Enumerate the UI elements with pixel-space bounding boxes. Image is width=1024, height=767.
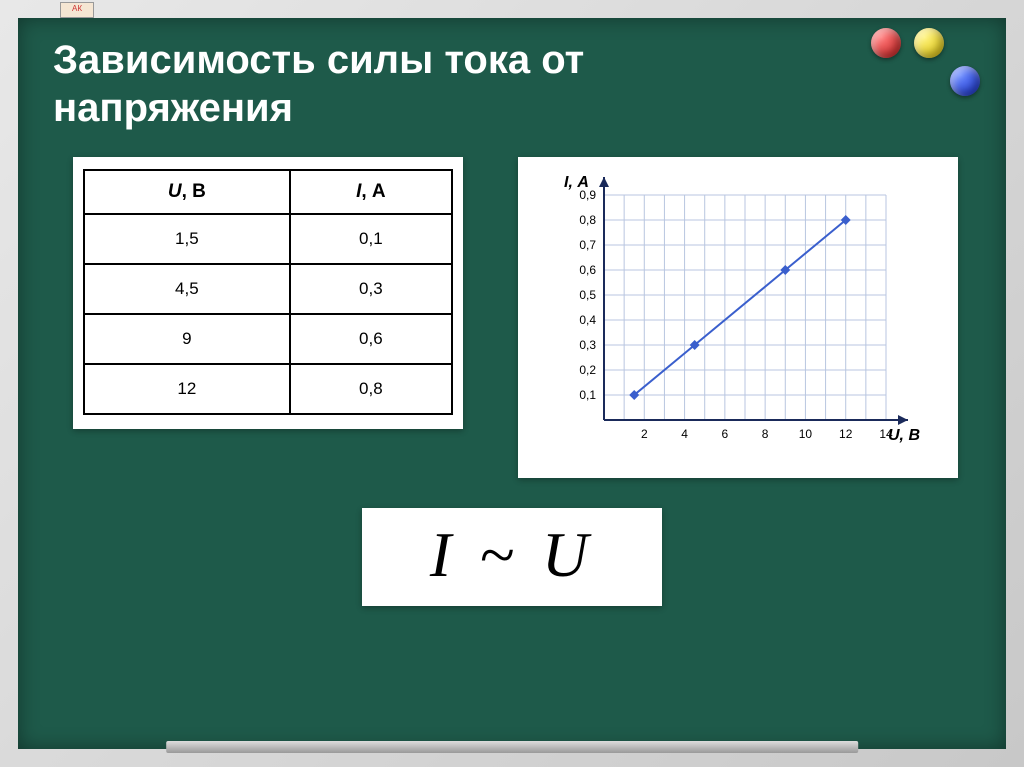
corner-tab: АК [60, 2, 94, 18]
svg-text:6: 6 [722, 427, 729, 441]
svg-text:0,3: 0,3 [579, 338, 596, 352]
svg-text:4: 4 [681, 427, 688, 441]
table-row: 9 0,6 [84, 314, 452, 364]
chalkboard: Зависимость силы тока от напряжения U, В… [18, 18, 1006, 749]
slide-title: Зависимость силы тока от напряжения [18, 18, 1006, 132]
svg-text:12: 12 [839, 427, 853, 441]
table-row: 1,5 0,1 [84, 214, 452, 264]
table-row: 4,5 0,3 [84, 264, 452, 314]
table-header-row: U, В I, А [84, 170, 452, 214]
formula-panel: I ~ U [362, 508, 662, 606]
svg-text:8: 8 [762, 427, 769, 441]
chart-panel: 0,10,20,30,40,50,60,70,80,92468101214I, … [518, 157, 958, 478]
marker-tray [166, 741, 858, 753]
col-header-i: I, А [290, 170, 452, 214]
col-unit-u: , В [182, 181, 206, 202]
cell: 0,3 [290, 264, 452, 314]
magnet-blue-icon [950, 66, 980, 96]
content-row: U, В I, А 1,5 0,1 4,5 [18, 132, 1006, 478]
data-table-panel: U, В I, А 1,5 0,1 4,5 [73, 157, 463, 429]
svg-text:0,1: 0,1 [579, 388, 596, 402]
cell: 0,6 [290, 314, 452, 364]
formula-text: I ~ U [430, 519, 594, 590]
cell: 12 [84, 364, 290, 414]
magnet-yellow-icon [914, 28, 944, 58]
col-var-u: U [168, 181, 182, 202]
svg-text:0,7: 0,7 [579, 238, 596, 252]
line-chart: 0,10,20,30,40,50,60,70,80,92468101214I, … [526, 165, 946, 465]
title-line-1: Зависимость силы тока от [53, 38, 584, 82]
svg-text:0,6: 0,6 [579, 263, 596, 277]
svg-text:10: 10 [799, 427, 813, 441]
cell: 0,1 [290, 214, 452, 264]
cell: 4,5 [84, 264, 290, 314]
col-header-u: U, В [84, 170, 290, 214]
col-unit-i: , А [361, 181, 385, 202]
title-line-2: напряжения [53, 86, 293, 130]
cell: 0,8 [290, 364, 452, 414]
whiteboard-frame: АК Зависимость силы тока от напряжения U… [0, 0, 1024, 767]
magnet-red-icon [871, 28, 901, 58]
svg-text:0,4: 0,4 [579, 313, 596, 327]
svg-text:I, А: I, А [564, 174, 589, 191]
svg-text:U, В: U, В [888, 427, 920, 444]
svg-text:0,8: 0,8 [579, 213, 596, 227]
svg-text:0,5: 0,5 [579, 288, 596, 302]
table-row: 12 0,8 [84, 364, 452, 414]
data-table: U, В I, А 1,5 0,1 4,5 [83, 169, 453, 415]
magnet-group [863, 28, 986, 58]
svg-text:2: 2 [641, 427, 648, 441]
cell: 1,5 [84, 214, 290, 264]
cell: 9 [84, 314, 290, 364]
svg-text:0,2: 0,2 [579, 363, 596, 377]
